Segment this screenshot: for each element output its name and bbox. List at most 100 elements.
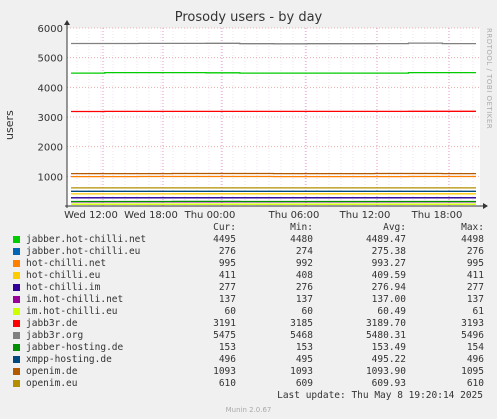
legend-series-name: hot-chilli.eu — [26, 270, 101, 281]
y-axis-arrow — [64, 20, 70, 25]
legend-swatch — [13, 296, 20, 303]
legend-cur-value: 153 — [218, 342, 236, 353]
legend-row: openim.eu 610 609 609.93 610 — [0, 378, 497, 390]
legend-series-name: jabber-hosting.de — [26, 342, 124, 353]
legend-swatch — [13, 260, 20, 267]
y-tick-label: 2000 — [38, 143, 63, 154]
legend-avg-value: 609.93 — [371, 378, 406, 389]
legend-row: im.hot-chilli.eu 60 60 60.49 61 — [0, 306, 497, 318]
legend-series-name: im.hot-chilli.eu — [26, 306, 118, 317]
series-lines — [71, 42, 476, 205]
legend-min-value: 276 — [295, 282, 313, 293]
x-tick-label: Wed 12:00 — [64, 210, 118, 221]
legend-cur-value: 276 — [218, 246, 236, 257]
legend-avg-value: 137.00 — [371, 294, 406, 305]
header-cur: Cur: — [213, 222, 236, 233]
legend-series-name: openim.de — [26, 366, 78, 377]
legend-row: openim.de 1093 1093 1093.90 1095 — [0, 366, 497, 378]
legend-series-name: hot-chilli.im — [26, 282, 101, 293]
x-axis-arrow — [483, 203, 488, 209]
legend-swatch — [13, 308, 20, 315]
legend-max-value: 4498 — [461, 234, 484, 245]
legend-series-name: jabb3r.org — [26, 330, 84, 341]
legend-min-value: 153 — [295, 342, 313, 353]
legend-min-value: 495 — [295, 354, 313, 365]
legend-max-value: 61 — [472, 306, 484, 317]
legend-min-value: 4480 — [290, 234, 313, 245]
legend-row: hot-chilli.net 995 992 993.27 995 — [0, 258, 497, 270]
header-avg: Avg: — [383, 222, 406, 233]
y-tick-labels: 1000 2000 3000 4000 5000 6000 — [38, 24, 63, 183]
y-tick-label: 6000 — [38, 24, 63, 35]
legend-series-name: jabber.hot-chilli.net — [26, 234, 147, 245]
legend-max-value: 276 — [466, 246, 484, 257]
legend-max-value: 496 — [466, 354, 484, 365]
legend-row: jabber-hosting.de 153 153 153.49 154 — [0, 342, 497, 354]
legend-min-value: 5468 — [290, 330, 313, 341]
legend-avg-value: 4489.47 — [365, 234, 406, 245]
x-tick-label: Thu 18:00 — [411, 210, 463, 221]
axes — [64, 20, 488, 209]
legend-cur-value: 411 — [218, 270, 236, 281]
chart-title: Prosody users - by day — [174, 10, 323, 25]
legend-min-value: 609 — [295, 378, 313, 389]
legend-cur-value: 5475 — [213, 330, 236, 341]
legend-cur-value: 137 — [218, 294, 236, 305]
series-line-0 — [71, 71, 476, 74]
legend-swatch — [13, 320, 20, 327]
last-update: Last update: Thu May 8 19:20:14 2025 — [277, 390, 483, 401]
legend-max-value: 1095 — [461, 366, 484, 377]
legend-series-name: xmpp-hosting.de — [26, 354, 112, 365]
legend-avg-value: 3189.70 — [365, 318, 406, 329]
legend-max-value: 610 — [466, 378, 484, 389]
legend-swatch — [13, 344, 20, 351]
legend-cur-value: 3191 — [213, 318, 236, 329]
legend-max-value: 5496 — [461, 330, 484, 341]
legend-cur-value: 1093 — [213, 366, 236, 377]
legend-cur-value: 995 — [218, 258, 236, 269]
legend-swatch — [13, 368, 20, 375]
legend-avg-value: 275.38 — [371, 246, 406, 257]
legend-row: im.hot-chilli.net 137 137 137.00 137 — [0, 294, 497, 306]
legend-max-value: 277 — [466, 282, 484, 293]
x-tick-labels: Wed 12:00 Wed 18:00 Thu 00:00 Thu 06:00 Thu … — [64, 210, 462, 221]
legend-min-value: 1093 — [290, 366, 313, 377]
legend-swatch — [13, 380, 20, 387]
legend-cur-value: 610 — [218, 378, 236, 389]
legend-series-name: jabb3r.de — [26, 318, 78, 329]
legend-max-value: 411 — [466, 270, 484, 281]
legend-min-value: 992 — [295, 258, 313, 269]
legend-row: hot-chilli.im 277 276 276.94 277 — [0, 282, 497, 294]
legend-avg-value: 495.22 — [371, 354, 406, 365]
legend-avg-value: 1093.90 — [365, 366, 406, 377]
x-tick-label: Wed 18:00 — [124, 210, 178, 221]
legend-row: xmpp-hosting.de 496 495 495.22 496 — [0, 354, 497, 366]
legend-cur-value: 496 — [218, 354, 236, 365]
legend-row: jabber.hot-chilli.eu 276 274 275.38 276 — [0, 246, 497, 258]
header-min: Min: — [290, 222, 313, 233]
legend-swatch — [13, 236, 20, 243]
legend-series-name: openim.eu — [26, 378, 78, 389]
y-tick-label: 1000 — [38, 172, 63, 183]
legend-series-name: jabber.hot-chilli.eu — [26, 246, 141, 257]
legend-cur-value: 4495 — [213, 234, 236, 245]
rrdtool-credit: RRDTOOL / TOBI OETIKER — [485, 28, 493, 130]
legend-avg-value: 993.27 — [371, 258, 406, 269]
legend-series-name: hot-chilli.net — [26, 258, 107, 269]
legend-swatch — [13, 332, 20, 339]
x-tick-label: Thu 12:00 — [339, 210, 391, 221]
legend-row: jabb3r.org 5475 5468 5480.31 5496 — [0, 330, 497, 342]
legend-avg-value: 153.49 — [371, 342, 406, 353]
legend-header: Cur: Min: Avg: Max: — [0, 222, 497, 234]
legend-min-value: 60 — [301, 306, 313, 317]
legend-cur-value: 60 — [224, 306, 236, 317]
legend-series-name: im.hot-chilli.net — [26, 294, 124, 305]
x-tick-label: Thu 00:00 — [184, 210, 236, 221]
legend-cur-value: 277 — [218, 282, 236, 293]
x-tick-label: Thu 06:00 — [268, 210, 320, 221]
y-tick-label: 4000 — [38, 83, 63, 94]
plot-area: 1000 2000 3000 4000 5000 6000 Wed 12:00 Wed 18… — [38, 20, 488, 221]
legend-row: hot-chilli.eu 411 408 409.59 411 — [0, 270, 497, 282]
legend-row: jabb3r.de 3191 3185 3189.70 3193 — [0, 318, 497, 330]
legend-min-value: 408 — [295, 270, 313, 281]
